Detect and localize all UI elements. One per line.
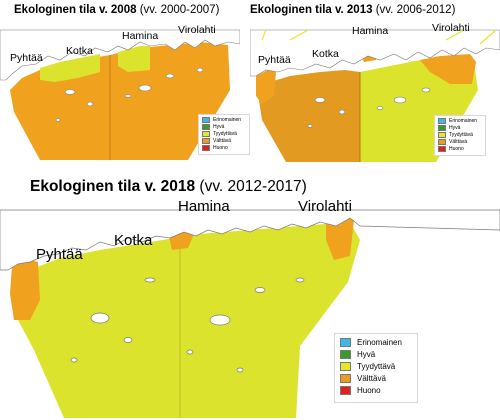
map-title-2008-bold: Ekologinen tila v. 2008 [14, 4, 137, 16]
legend-2013: Erinomainen Hyvä Tyydyttävä Välttävä Huono [434, 115, 486, 156]
place-kotka-2008: Kotka [66, 45, 93, 57]
legend-2018: Erinomainen Hyvä Tyydyttävä Välttävä Huono [334, 333, 418, 403]
sea-area-2018 [10, 210, 360, 418]
coastal-zone-west-2013 [256, 70, 276, 104]
legend-swatch [340, 350, 351, 359]
legend-label: Erinomainen [213, 117, 242, 123]
legend-item: Tyydyttävä [340, 362, 412, 371]
land-2008 [0, 29, 240, 122]
legend-swatch [438, 118, 446, 124]
legend-swatch [340, 362, 351, 371]
legend-2013-rows: Erinomainen Hyvä Tyydyttävä Välttävä Huono [438, 118, 482, 152]
legend-item: Välttävä [340, 374, 412, 383]
legend-swatch [340, 374, 351, 383]
place-virolahti-2008: Virolahti [178, 24, 216, 36]
place-virolahti-2013: Virolahti [432, 22, 470, 34]
legend-swatch [340, 338, 351, 347]
legend-label: Huono [449, 146, 464, 152]
place-kotka-2018: Kotka [114, 232, 153, 249]
legend-label: Erinomainen [449, 118, 478, 124]
map-title-2008-period: (vv. 2000-2007) [139, 4, 220, 16]
legend-label: Välttävä [213, 138, 232, 144]
place-hamina-2008: Hamina [122, 30, 159, 42]
sea-zone-west-2013 [258, 70, 360, 162]
legend-item: Huono [438, 146, 482, 152]
map-title-2013-period: (vv. 2006-2012) [375, 4, 456, 16]
place-hamina-2013: Hamina [352, 25, 389, 37]
legend-item: Tyydyttävä [202, 131, 246, 137]
place-pyhtaa-2008: Pyhtää [10, 52, 43, 64]
legend-swatch [438, 132, 446, 138]
place-pyhtaa-2018: Pyhtää [36, 246, 83, 263]
place-virolahti-2018: Virolahti [298, 198, 352, 215]
sea-area-2008 [10, 42, 230, 160]
map-title-2018: Ekologinen tila v. 2018 (vv. 2012-2017) [30, 178, 307, 196]
legend-label: Hyvä [213, 124, 225, 130]
legend-item: Välttävä [202, 138, 246, 144]
map-panel-2013: Ekologinen tila v. 2013 (vv. 2006-2012) … [250, 0, 500, 170]
place-hamina-2018: Hamina [178, 198, 230, 215]
legend-item: Hyvä [438, 125, 482, 131]
legend-swatch [438, 125, 446, 131]
legend-label: Huono [357, 386, 381, 395]
legend-item: Erinomainen [438, 118, 482, 124]
legend-item: Erinomainen [202, 117, 246, 123]
coastal-zone-pyhtaa-2018 [10, 258, 40, 320]
legend-2018-rows: Erinomainen Hyvä Tyydyttävä Välttävä Huono [340, 338, 412, 395]
legend-item: Välttävä [438, 139, 482, 145]
rivers-2013 [261, 29, 497, 45]
legend-swatch [438, 146, 446, 152]
map-title-2018-period: (vv. 2012-2017) [199, 178, 307, 195]
coastal-zone-east-2013 [420, 54, 476, 84]
map-title-2013: Ekologinen tila v. 2013 (vv. 2006-2012) [250, 4, 455, 16]
legend-item: Hyvä [202, 124, 246, 130]
sea-zone-2018 [14, 222, 360, 418]
legend-swatch [202, 131, 210, 137]
legend-item: Huono [340, 386, 412, 395]
legend-item: Tyydyttävä [438, 132, 482, 138]
place-kotka-2013: Kotka [312, 48, 339, 60]
legend-item: Hyvä [340, 350, 412, 359]
legend-2008: Erinomainen Hyvä Tyydyttävä Välttävä Huono [198, 114, 250, 155]
coastal-zone-2-2008 [118, 46, 150, 72]
place-pyhtaa-2013: Pyhtää [258, 54, 291, 66]
coastal-zone-2008 [40, 54, 100, 82]
map-title-2018-bold: Ekologinen tila v. 2018 [30, 178, 196, 195]
legend-label: Huono [213, 145, 228, 151]
legend-label: Välttävä [449, 139, 468, 145]
land-2018 [0, 209, 500, 373]
legend-swatch [202, 138, 210, 144]
map-title-2008: Ekologinen tila v. 2008 (vv. 2000-2007) [14, 4, 219, 16]
map-title-2013-bold: Ekologinen tila v. 2013 [250, 4, 373, 16]
legend-label: Hyvä [449, 125, 461, 131]
legend-label: Erinomainen [357, 338, 402, 347]
legend-label: Tyydyttävä [213, 131, 237, 137]
legend-swatch [202, 145, 210, 151]
legend-label: Hyvä [357, 350, 376, 359]
legend-swatch [202, 124, 210, 130]
legend-swatch [438, 139, 446, 145]
legend-swatch [340, 386, 351, 395]
sea-zone-west-2008 [10, 55, 110, 160]
legend-label: Välttävä [357, 374, 386, 383]
map-2013 [250, 29, 500, 162]
legend-label: Tyydyttävä [357, 362, 396, 371]
map-panel-2008: Ekologinen tila v. 2008 (vv. 2000-2007) … [0, 0, 250, 170]
map-panel-2018: Ekologinen tila v. 2018 (vv. 2012-2017) … [0, 170, 500, 420]
legend-item: Erinomainen [340, 338, 412, 347]
legend-label: Tyydyttävä [449, 132, 473, 138]
land-2013 [250, 29, 500, 128]
legend-swatch [202, 117, 210, 123]
legend-2008-rows: Erinomainen Hyvä Tyydyttävä Välttävä Huono [202, 117, 246, 151]
legend-item: Huono [202, 145, 246, 151]
map-2018 [0, 209, 500, 418]
